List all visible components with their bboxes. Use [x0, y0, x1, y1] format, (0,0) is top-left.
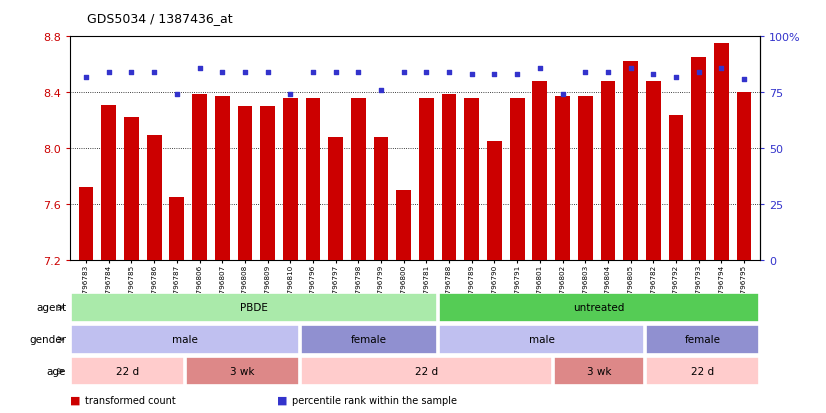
Text: PBDE: PBDE [240, 303, 268, 313]
Text: 3 wk: 3 wk [230, 366, 255, 376]
Bar [714, 44, 729, 260]
Bar [555, 97, 570, 260]
Bar [71, 325, 299, 354]
Bar [510, 99, 525, 260]
Point [556, 92, 569, 98]
Text: age: age [47, 366, 66, 376]
Bar [147, 136, 162, 260]
Point [669, 74, 682, 81]
Point [443, 69, 456, 76]
Text: male: male [173, 335, 198, 344]
Text: ■: ■ [70, 395, 81, 405]
Text: transformed count: transformed count [85, 395, 176, 405]
Bar [464, 99, 479, 260]
Bar [301, 357, 552, 386]
Bar [439, 325, 643, 354]
Bar [646, 325, 759, 354]
Point [624, 65, 637, 72]
Point [193, 65, 206, 72]
Bar [691, 58, 706, 260]
Text: agent: agent [36, 303, 66, 313]
Text: gender: gender [29, 335, 66, 344]
Bar [373, 138, 388, 260]
Point [238, 69, 251, 76]
Point [465, 72, 478, 78]
Bar [737, 93, 752, 260]
Bar [487, 142, 502, 260]
Bar [260, 107, 275, 260]
Text: female: female [685, 335, 720, 344]
Bar [646, 357, 759, 386]
Bar [215, 97, 230, 260]
Point [488, 72, 501, 78]
Bar [439, 293, 759, 322]
Point [738, 76, 751, 83]
Point [216, 69, 229, 76]
Bar [328, 138, 343, 260]
Point [510, 72, 524, 78]
Bar [192, 94, 206, 260]
Bar [102, 105, 116, 260]
Bar [301, 325, 437, 354]
Point [352, 69, 365, 76]
Point [420, 69, 433, 76]
Point [714, 65, 728, 72]
Text: female: female [351, 335, 387, 344]
Point [283, 92, 297, 98]
Point [170, 92, 183, 98]
Text: 22 d: 22 d [415, 366, 438, 376]
Text: ■: ■ [277, 395, 287, 405]
Point [579, 69, 592, 76]
Text: untreated: untreated [573, 303, 624, 313]
Point [534, 65, 547, 72]
Bar [624, 62, 638, 260]
Bar [306, 99, 320, 260]
Bar [646, 82, 661, 260]
Point [148, 69, 161, 76]
Bar [351, 99, 366, 260]
Bar [578, 97, 592, 260]
Bar [78, 188, 93, 260]
Bar [601, 82, 615, 260]
Text: male: male [529, 335, 554, 344]
Point [329, 69, 342, 76]
Point [306, 69, 320, 76]
Bar [419, 99, 434, 260]
Point [692, 69, 705, 76]
Bar [71, 357, 184, 386]
Bar [169, 197, 184, 260]
Bar [283, 99, 297, 260]
Bar [668, 115, 683, 260]
Bar [533, 82, 547, 260]
Point [79, 74, 93, 81]
Point [125, 69, 138, 76]
Point [601, 69, 615, 76]
Bar [554, 357, 643, 386]
Text: 22 d: 22 d [116, 366, 140, 376]
Point [261, 69, 274, 76]
Text: 22 d: 22 d [691, 366, 714, 376]
Bar [396, 190, 411, 260]
Bar [442, 94, 457, 260]
Text: 3 wk: 3 wk [586, 366, 611, 376]
Bar [124, 118, 139, 260]
Text: percentile rank within the sample: percentile rank within the sample [292, 395, 457, 405]
Text: GDS5034 / 1387436_at: GDS5034 / 1387436_at [87, 12, 232, 25]
Bar [187, 357, 299, 386]
Point [374, 88, 387, 94]
Bar [71, 293, 437, 322]
Point [397, 69, 411, 76]
Point [102, 69, 116, 76]
Bar [238, 107, 252, 260]
Point [647, 72, 660, 78]
